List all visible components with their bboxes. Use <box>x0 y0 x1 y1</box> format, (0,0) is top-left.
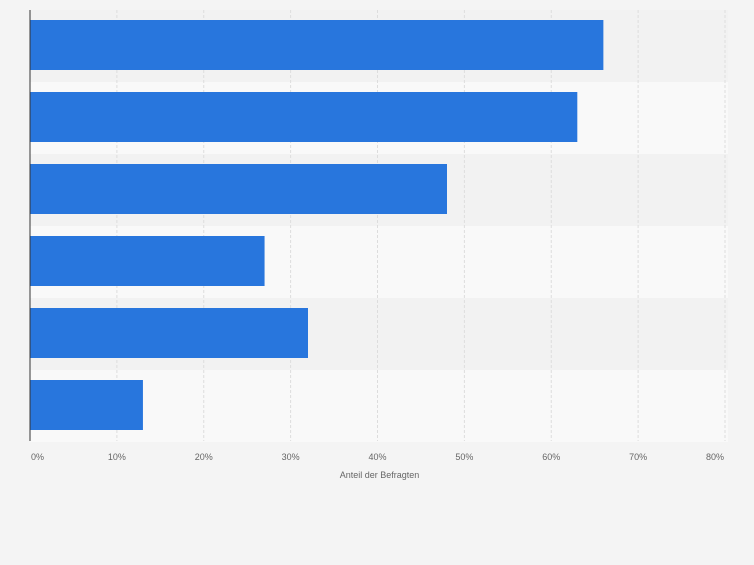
gridlines <box>116 10 726 441</box>
x-tick-label: 10% <box>108 452 126 462</box>
x-tick-label: 30% <box>282 452 300 462</box>
x-tick-label: 80% <box>706 452 724 462</box>
bar <box>30 164 447 214</box>
x-tick-label: 70% <box>629 452 647 462</box>
x-tick-label: 20% <box>195 452 213 462</box>
bar <box>30 236 265 286</box>
x-tick-label: 40% <box>368 452 386 462</box>
bars <box>30 20 604 430</box>
bar <box>30 92 578 142</box>
bar <box>30 20 604 70</box>
x-tick-label: 60% <box>542 452 560 462</box>
x-tick-labels: 0% 10% 20% 30% 40% 50% 60% 70% 80% <box>31 452 724 462</box>
x-axis-title: Anteil der Befragten <box>340 470 420 480</box>
x-tick-label: 0% <box>31 452 44 462</box>
row-band <box>30 370 728 442</box>
bar <box>30 380 143 430</box>
x-tick-label: 50% <box>455 452 473 462</box>
bar <box>30 308 308 358</box>
row-bands <box>30 10 728 442</box>
